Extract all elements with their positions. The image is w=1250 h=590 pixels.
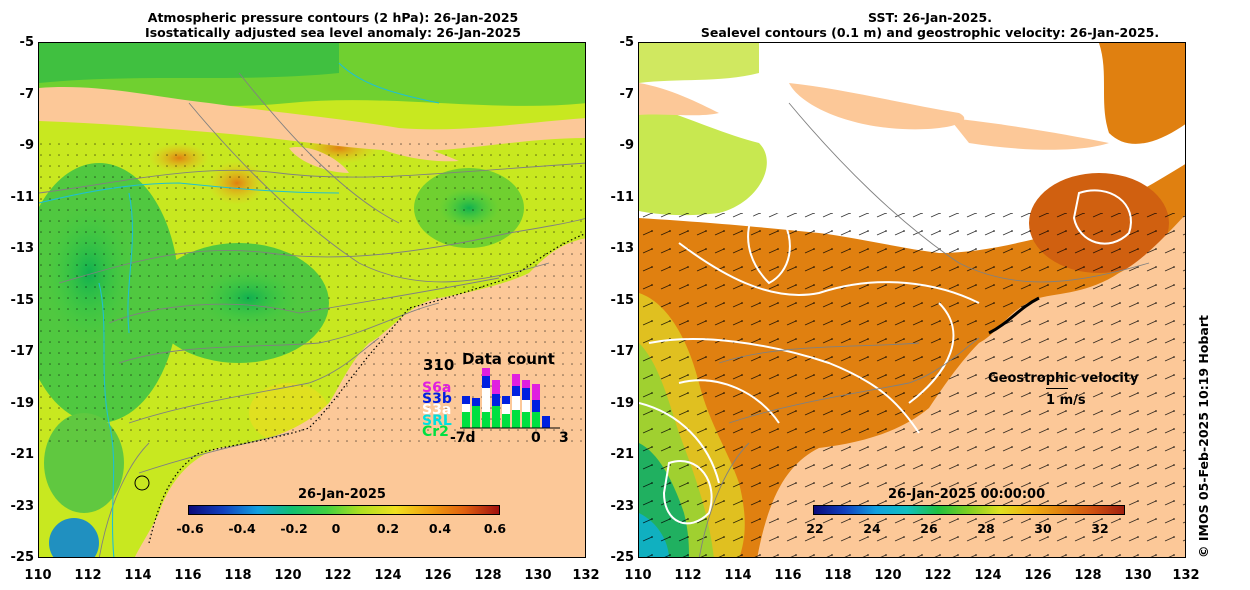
right-colorbar-tick: 30 [1034, 521, 1052, 536]
right-y-tick: -13 [610, 241, 635, 256]
right-y-tick: -9 [619, 138, 634, 153]
left-y-tick: -19 [10, 396, 35, 411]
mission-label-s3b: S3b [422, 391, 452, 407]
left-colorbar-tick: -0.2 [280, 521, 308, 536]
right-x-tick: 116 [774, 568, 802, 583]
left-x-tick: 130 [524, 568, 552, 583]
right-y-tick: -15 [610, 293, 635, 308]
data-count-legend: 310 Data count S6a S3b S3a SRL Cr2 -7d 0… [420, 350, 570, 450]
left-x-tick: 124 [374, 568, 402, 583]
right-colorbar-tick: 28 [977, 521, 995, 536]
data-count-xlabel-end: 3 [559, 430, 569, 446]
right-colorbar-tick: 22 [806, 521, 824, 536]
sea-level-anomaly-field [39, 43, 585, 557]
right-x-tick: 110 [624, 568, 652, 583]
left-colorbar-date: 26-Jan-2025 [298, 487, 386, 502]
left-x-tick: 114 [124, 568, 152, 583]
right-y-tick: -19 [610, 396, 635, 411]
right-x-tick: 112 [674, 568, 702, 583]
right-colorbar-tick: 32 [1091, 521, 1109, 536]
right-x-tick: 126 [1024, 568, 1052, 583]
left-x-tick: 128 [474, 568, 502, 583]
data-count-xlabel-start: -7d [450, 430, 476, 446]
data-count-title: Data count [462, 350, 555, 368]
left-x-tick: 120 [274, 568, 302, 583]
left-y-tick: -9 [19, 138, 34, 153]
left-y-tick: -25 [10, 550, 35, 565]
right-colorbar-tick: 26 [920, 521, 938, 536]
left-y-tick: -7 [19, 87, 34, 102]
left-x-tick: 112 [74, 568, 102, 583]
mission-label-cr2: Cr2 [422, 424, 449, 440]
velocity-scale-arrow-icon [1046, 388, 1068, 389]
left-y-tick: -13 [10, 241, 35, 256]
sea-level-anomaly-map[interactable] [38, 42, 586, 558]
left-title-line2: Isostatically adjusted sea level anomaly… [145, 25, 521, 40]
right-title-line1: SST: 26-Jan-2025. [868, 10, 992, 25]
left-colorbar-tick: 0.6 [483, 521, 507, 536]
right-x-tick: 122 [924, 568, 952, 583]
right-colorbar [813, 505, 1125, 515]
right-x-tick: 132 [1172, 568, 1200, 583]
left-y-tick: -5 [19, 35, 34, 50]
right-x-tick: 128 [1074, 568, 1102, 583]
imos-credit: © IMOS 05-Feb-2025 10:19 Hobart [1196, 314, 1211, 558]
right-colorbar-tick: 24 [863, 521, 881, 536]
left-y-tick: -15 [10, 293, 35, 308]
right-x-tick: 124 [974, 568, 1002, 583]
left-x-tick: 110 [24, 568, 52, 583]
right-map-title: SST: 26-Jan-2025. Sealevel contours (0.1… [620, 10, 1240, 40]
right-x-tick: 114 [724, 568, 752, 583]
right-y-tick: -11 [610, 190, 635, 205]
left-colorbar-tick: 0.2 [376, 521, 400, 536]
right-y-tick: -23 [610, 499, 635, 514]
left-colorbar-tick: -0.6 [176, 521, 204, 536]
left-y-tick: -17 [10, 344, 35, 359]
left-y-tick: -23 [10, 499, 35, 514]
right-x-tick: 120 [874, 568, 902, 583]
sst-field [639, 43, 1185, 557]
right-y-tick: -7 [619, 87, 634, 102]
right-x-tick: 118 [824, 568, 852, 583]
velocity-scale-label: 1 m/s [1046, 393, 1086, 408]
left-colorbar-tick: -0.4 [228, 521, 256, 536]
left-x-tick: 118 [224, 568, 252, 583]
left-colorbar-tick: 0 [331, 521, 341, 536]
mission-label-s6a: S6a [422, 380, 452, 396]
right-x-tick: 130 [1124, 568, 1152, 583]
right-y-tick: -25 [610, 550, 635, 565]
left-colorbar-tick: 0.4 [428, 521, 452, 536]
left-y-tick: -11 [10, 190, 35, 205]
mission-label-s3a: S3a [422, 402, 452, 418]
left-x-tick: 132 [572, 568, 600, 583]
histogram-bars [462, 368, 550, 428]
data-count-xlabel-zero: 0 [531, 430, 541, 446]
right-y-tick: -17 [610, 344, 635, 359]
left-title-line1: Atmospheric pressure contours (2 hPa): 2… [147, 10, 519, 25]
left-x-tick: 116 [174, 568, 202, 583]
data-count-histogram [460, 368, 560, 429]
left-x-tick: 126 [424, 568, 452, 583]
right-title-line2: Sealevel contours (0.1 m) and geostrophi… [700, 25, 1160, 40]
geostrophic-velocity-label: Geostrophic velocity [988, 371, 1139, 386]
right-colorbar-date: 26-Jan-2025 00:00:00 [888, 487, 1046, 502]
left-map-title: Atmospheric pressure contours (2 hPa): 2… [38, 10, 628, 40]
data-count-max: 310 [423, 356, 455, 374]
left-colorbar [188, 505, 500, 515]
left-y-tick: -21 [10, 447, 35, 462]
left-x-tick: 122 [324, 568, 352, 583]
sst-map[interactable] [638, 42, 1186, 558]
right-y-tick: -5 [619, 35, 634, 50]
mission-label-srl: SRL [422, 413, 452, 429]
right-y-tick: -21 [610, 447, 635, 462]
